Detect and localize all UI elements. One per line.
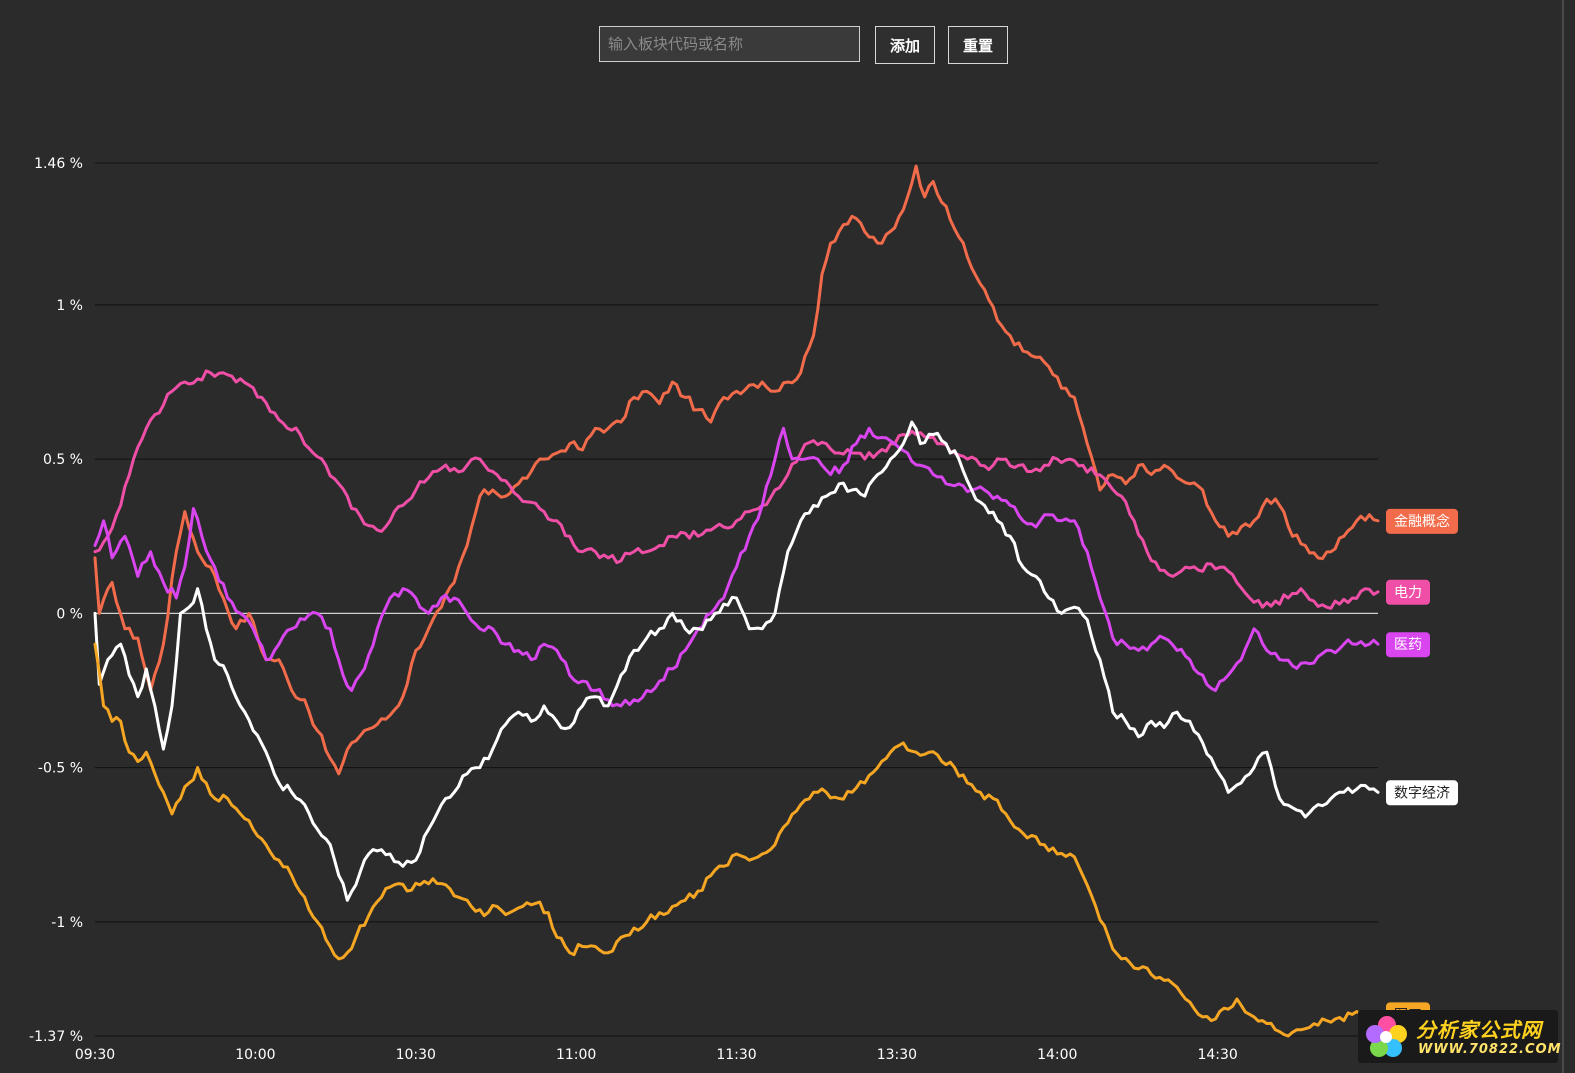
series-label-badge: [1386, 579, 1430, 605]
x-axis-tick-labels: 09:30 10:00 10:30 11:00 11:30 13:30 14:00 14:30: [75, 1047, 1238, 1063]
series-label-text: 电力: [1394, 585, 1422, 601]
series-line: [93, 164, 1380, 776]
y-tick-label: 0.5 %: [43, 452, 83, 468]
series-label-text: 金融概念: [1394, 513, 1450, 530]
y-axis-tick-labels: 1.46 % 1 % 0.5 % 0 % -0.5 % -1 % -1.37 %: [29, 156, 83, 1045]
series-line: [93, 426, 1380, 708]
x-tick-label: 14:30: [1197, 1047, 1237, 1063]
x-tick-label: 14:00: [1037, 1047, 1077, 1063]
add-button[interactable]: 添加: [875, 26, 935, 64]
y-tick-label: -1.37 %: [29, 1029, 83, 1045]
series-label-text: 数字经济: [1394, 785, 1450, 801]
watermark-url: WWW.70822.COM: [1418, 1042, 1562, 1057]
series-end-label: 医药: [1386, 632, 1430, 658]
series-line: [93, 420, 1380, 902]
x-tick-label: 10:00: [235, 1047, 275, 1063]
y-tick-label: 0 %: [56, 606, 83, 622]
y-tick-label: 1 %: [56, 298, 83, 314]
series-label-badge: [1386, 632, 1430, 658]
series-label-text: 医药: [1394, 637, 1422, 653]
grid-lines: [95, 162, 1378, 1037]
series-line: [93, 642, 1380, 1038]
series-end-label: 金融概念: [1386, 508, 1458, 534]
x-tick-label: 09:30: [75, 1047, 115, 1063]
flower-icon: [1366, 1016, 1407, 1057]
series-label-badge: [1386, 780, 1458, 806]
series-label-badge: [1386, 508, 1458, 534]
x-tick-label: 10:30: [396, 1047, 436, 1063]
x-tick-label: 13:30: [877, 1047, 917, 1063]
reset-button[interactable]: 重置: [948, 26, 1008, 64]
x-tick-label: 11:00: [556, 1047, 596, 1063]
series-end-labels: 金融概念电力医药数字经济军工: [1386, 508, 1458, 1028]
sector-search-input[interactable]: [599, 26, 860, 62]
x-tick-label: 11:30: [716, 1047, 756, 1063]
watermark-title: 分析家公式网: [1416, 1018, 1542, 1042]
y-tick-label: -1 %: [51, 915, 83, 931]
y-tick-label: -0.5 %: [38, 761, 83, 777]
series-end-label: 数字经济: [1386, 780, 1458, 806]
toolbar: 添加 重置: [0, 26, 1575, 66]
right-edge-divider: [1562, 0, 1564, 1073]
series-end-label: 电力: [1386, 579, 1430, 605]
y-tick-label: 1.46 %: [34, 156, 83, 172]
site-watermark-logo: 分析家公式网 WWW.70822.COM: [1358, 1010, 1561, 1063]
series-line: [93, 369, 1380, 610]
series-lines: [93, 164, 1380, 1038]
